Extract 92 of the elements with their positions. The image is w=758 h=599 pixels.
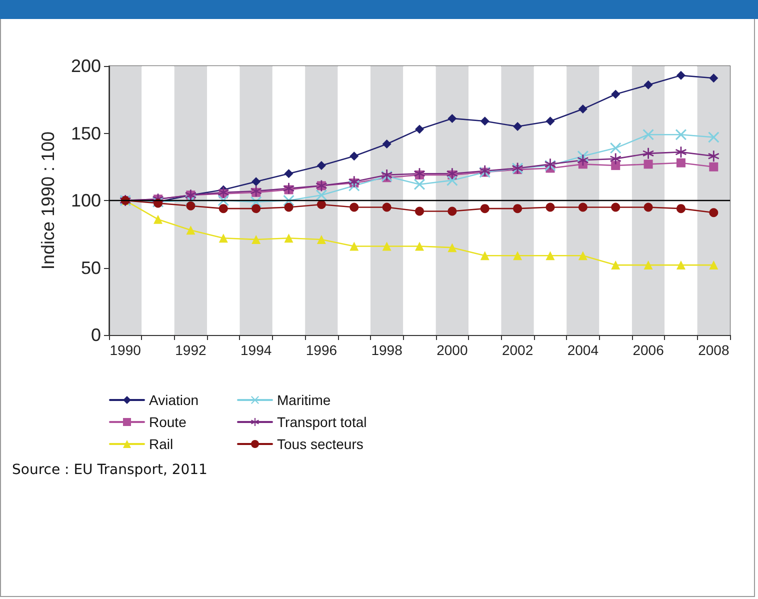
point xyxy=(350,202,359,212)
x-tick-label: 1996 xyxy=(306,342,338,358)
y-tick-label: 0 xyxy=(90,325,101,345)
legend-label: Maritime xyxy=(277,392,331,408)
point xyxy=(513,122,522,132)
point xyxy=(382,202,392,212)
point xyxy=(284,202,294,212)
point xyxy=(218,186,229,198)
point xyxy=(283,182,294,194)
point xyxy=(578,251,588,260)
point xyxy=(513,204,522,214)
point xyxy=(448,114,457,123)
point xyxy=(154,214,163,224)
x-tick-label: 2006 xyxy=(632,342,664,358)
y-tick-label: 100 xyxy=(70,190,101,210)
point xyxy=(284,234,294,243)
point xyxy=(709,162,718,172)
point xyxy=(610,153,622,164)
x-tick-label: 2004 xyxy=(567,342,599,358)
point xyxy=(644,80,653,90)
x-tick-label: 2002 xyxy=(502,342,534,358)
point xyxy=(675,129,686,140)
point xyxy=(480,116,490,126)
point xyxy=(644,160,653,169)
point xyxy=(446,174,458,186)
point xyxy=(546,251,555,260)
y-tick-label: 200 xyxy=(70,56,101,76)
point xyxy=(252,204,261,214)
point xyxy=(350,152,359,161)
point xyxy=(676,260,686,270)
point xyxy=(415,124,424,134)
point xyxy=(578,104,588,114)
point xyxy=(382,242,392,251)
point xyxy=(676,70,686,80)
point xyxy=(415,242,424,251)
point xyxy=(252,177,261,186)
point xyxy=(448,243,457,252)
x-tick-label: 1994 xyxy=(240,342,272,358)
point xyxy=(642,129,654,140)
point xyxy=(218,234,228,243)
legend-label: Route xyxy=(149,414,187,430)
point xyxy=(675,146,686,158)
point xyxy=(577,154,588,166)
point xyxy=(186,201,196,210)
source-note: Source : EU Transport, 2011 xyxy=(12,462,208,478)
point xyxy=(709,260,718,270)
point xyxy=(644,202,653,212)
point xyxy=(611,90,620,99)
point xyxy=(284,169,294,178)
x-tick-label: 2008 xyxy=(698,342,730,358)
y-tick-label: 150 xyxy=(70,123,101,144)
point xyxy=(448,206,457,216)
point xyxy=(611,202,620,212)
point xyxy=(513,251,522,260)
point xyxy=(676,158,686,168)
y-tick-label: 50 xyxy=(80,258,101,278)
point xyxy=(708,150,720,162)
point xyxy=(480,204,490,214)
point xyxy=(252,235,261,244)
point xyxy=(610,142,622,154)
point xyxy=(218,204,228,214)
x-tick-label: 2000 xyxy=(436,342,468,358)
point xyxy=(350,242,359,251)
point xyxy=(709,208,718,218)
point xyxy=(186,226,196,235)
point xyxy=(644,260,653,270)
x-tick-label: 1998 xyxy=(371,342,403,358)
point xyxy=(708,132,720,143)
point xyxy=(348,176,360,188)
point xyxy=(709,74,718,83)
y-axis-title: Indice 1990 : 100 xyxy=(38,131,58,270)
point xyxy=(414,178,425,190)
point xyxy=(546,202,555,212)
legend-label: Aviation xyxy=(149,392,199,408)
x-tick-label: 1990 xyxy=(110,342,142,358)
point xyxy=(642,148,654,159)
point xyxy=(578,202,588,212)
legend-label: Tous secteurs xyxy=(277,436,364,452)
point xyxy=(316,200,326,210)
point xyxy=(676,204,686,214)
x-tick-label: 1992 xyxy=(175,342,206,358)
point xyxy=(316,161,326,170)
point xyxy=(480,251,490,260)
point xyxy=(611,260,620,270)
point xyxy=(316,235,326,244)
point xyxy=(316,190,327,201)
point xyxy=(546,116,555,126)
point xyxy=(611,161,620,170)
legend-label: Rail xyxy=(149,436,174,452)
point xyxy=(415,206,424,216)
point xyxy=(382,140,392,149)
legend-label: Transport total xyxy=(277,414,367,430)
